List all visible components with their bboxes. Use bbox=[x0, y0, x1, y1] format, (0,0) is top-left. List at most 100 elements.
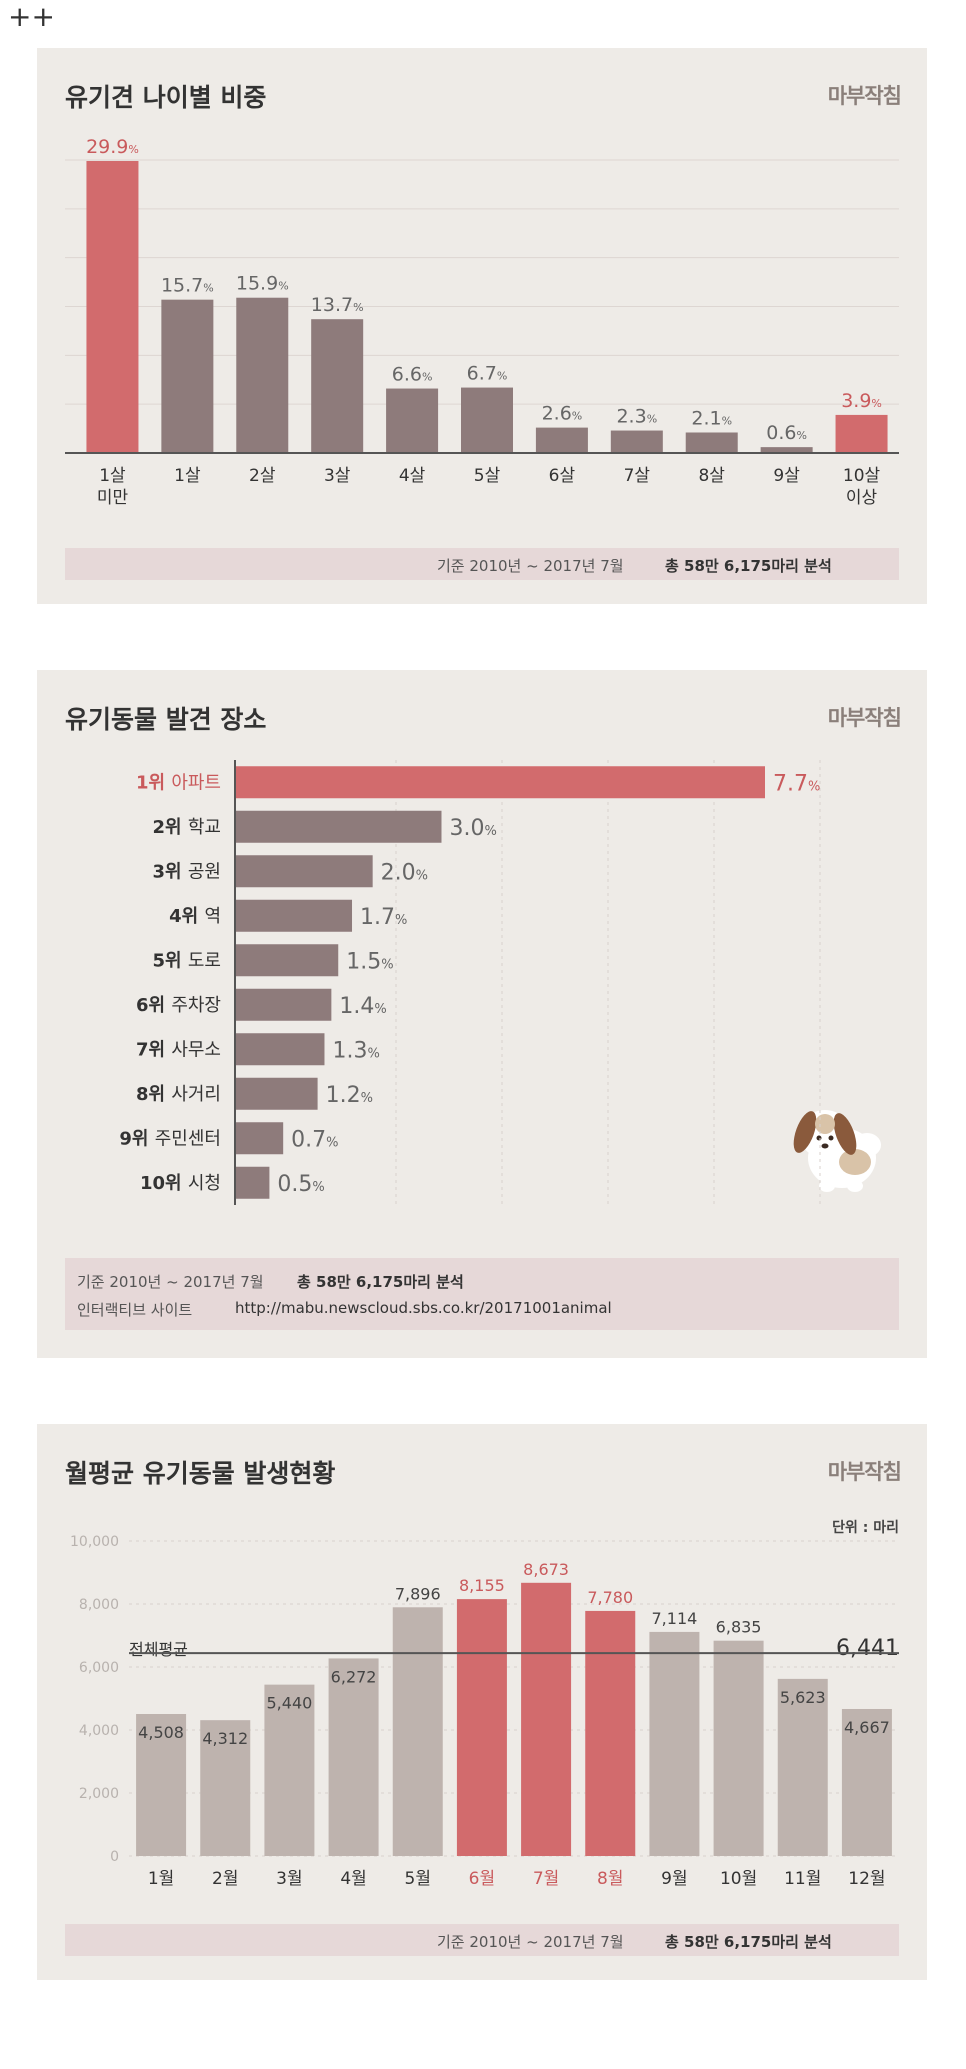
y-tick-label: 10,000 bbox=[70, 1534, 119, 1550]
bar bbox=[713, 1640, 764, 1856]
tick-label: 3살 bbox=[324, 466, 351, 486]
tick-label: 이상 bbox=[846, 488, 878, 508]
data-label: 15.9% bbox=[236, 273, 289, 295]
monthly-bar-chart: 단위 : 마리 전체평균 6,441 0 2,000 4,000 6,000 8,000… bbox=[70, 1519, 899, 1889]
tick-label: 미만 bbox=[97, 488, 129, 508]
data-label: 7,780 bbox=[587, 1588, 633, 1607]
y-tick-label: 8,000 bbox=[79, 1597, 119, 1613]
bar bbox=[236, 297, 289, 453]
tick-label: 10위 시청 bbox=[140, 1173, 221, 1194]
data-label: 4,667 bbox=[844, 1718, 890, 1737]
bar bbox=[136, 1713, 187, 1856]
footer-site-label: 인터랙티브 사이트 bbox=[77, 1301, 193, 1319]
tick-label: 7살 bbox=[624, 466, 651, 486]
tick-label: 11월 bbox=[784, 1869, 821, 1889]
footer-site-url[interactable]: http://mabu.newscloud.sbs.co.kr/20171001… bbox=[235, 1299, 612, 1317]
bar bbox=[235, 855, 373, 888]
average-label: 전체평균 bbox=[129, 1640, 188, 1659]
data-label: 2.0% bbox=[381, 860, 428, 885]
data-label: 3.9% bbox=[841, 390, 882, 412]
tick-label: 9월 bbox=[661, 1869, 687, 1889]
bar bbox=[235, 944, 339, 977]
data-label: 4,312 bbox=[202, 1729, 248, 1748]
bar bbox=[161, 299, 214, 453]
data-label: 7.7% bbox=[773, 771, 820, 796]
y-tick-label: 4,000 bbox=[79, 1723, 119, 1739]
data-label: 15.7% bbox=[161, 275, 214, 297]
tick-label: 9위 주민센터 bbox=[119, 1128, 221, 1149]
bar bbox=[386, 388, 439, 453]
data-label: 1.4% bbox=[339, 994, 386, 1019]
data-label: 6,835 bbox=[716, 1618, 762, 1637]
footer-total: 총 58만 6,175마리 분석 bbox=[665, 557, 832, 575]
tick-label: 6월 bbox=[469, 1869, 495, 1889]
bar bbox=[235, 810, 442, 843]
tick-label: 5살 bbox=[474, 466, 501, 486]
tick-label: 1살 bbox=[99, 466, 126, 486]
monthly-card: 월평균 유기동물 발생현황 마부작침 단위 : 마리 전체평균 6,441 0 2… bbox=[37, 1424, 927, 1980]
bar bbox=[328, 1658, 379, 1856]
bar bbox=[235, 766, 765, 799]
data-label: 13.7% bbox=[311, 294, 364, 316]
tick-label: 7월 bbox=[533, 1869, 559, 1889]
data-label: 2.3% bbox=[616, 406, 657, 428]
tick-label: 1살 bbox=[174, 466, 201, 486]
data-label: 8,673 bbox=[523, 1560, 569, 1579]
brand-logo: 마부작침 bbox=[827, 83, 902, 108]
tick-label: 9살 bbox=[773, 466, 800, 486]
data-label: 6,272 bbox=[331, 1667, 377, 1686]
tick-label: 10월 bbox=[720, 1869, 757, 1889]
bar bbox=[760, 447, 813, 453]
data-label: 29.9% bbox=[86, 136, 139, 158]
bar bbox=[235, 1033, 325, 1066]
tick-label: 3월 bbox=[276, 1869, 302, 1889]
y-tick-label: 6,000 bbox=[79, 1660, 119, 1676]
tick-label: 10살 bbox=[843, 466, 881, 486]
data-label: 7,114 bbox=[652, 1609, 698, 1628]
bar bbox=[235, 1077, 318, 1110]
location-card: 유기동물 발견 장소 마부작침 1위 아파트 7.7% 2위 학교 3.0% 3위 공원… bbox=[37, 670, 927, 1358]
data-label: 0.6% bbox=[766, 422, 807, 444]
brand-logo: 마부작침 bbox=[827, 1459, 902, 1484]
chart-title: 월평균 유기동물 발생현황 bbox=[65, 1459, 336, 1488]
data-label: 1.2% bbox=[326, 1083, 373, 1108]
bar bbox=[311, 319, 364, 453]
chart-title: 유기견 나이별 비중 bbox=[65, 83, 267, 112]
bar bbox=[521, 1582, 572, 1856]
chart-footer: 기준 2010년 ~ 2017년 7월 총 58만 6,175마리 분석 bbox=[65, 548, 899, 580]
chart-footer: 기준 2010년 ~ 2017년 7월 총 58만 6,175마리 분석 bbox=[65, 1924, 899, 1956]
bar bbox=[235, 1166, 270, 1199]
tick-label: 8위 사거리 bbox=[136, 1084, 221, 1105]
bar bbox=[535, 427, 588, 453]
bar bbox=[235, 1122, 284, 1155]
data-label: 2.1% bbox=[691, 407, 732, 429]
data-label: 3.0% bbox=[449, 816, 496, 841]
tick-label: 1월 bbox=[148, 1869, 174, 1889]
tick-label: 8월 bbox=[597, 1869, 623, 1889]
footer-period: 기준 2010년 ~ 2017년 7월 bbox=[77, 1273, 264, 1291]
data-label: 2.6% bbox=[542, 403, 583, 425]
bar bbox=[200, 1720, 251, 1856]
bar bbox=[461, 387, 513, 453]
dog-illustration bbox=[793, 1110, 881, 1192]
tick-label: 2살 bbox=[249, 466, 276, 486]
bar bbox=[835, 414, 888, 453]
bar bbox=[456, 1599, 507, 1856]
bar bbox=[264, 1684, 315, 1856]
data-label: 0.7% bbox=[291, 1127, 338, 1152]
bar bbox=[685, 432, 738, 453]
bar bbox=[392, 1607, 443, 1856]
average-value: 6,441 bbox=[836, 1636, 899, 1661]
bar bbox=[610, 430, 663, 453]
data-label: 5,623 bbox=[780, 1688, 826, 1707]
tick-label: 6위 주차장 bbox=[136, 995, 221, 1016]
y-tick-label: 0 bbox=[110, 1849, 119, 1865]
tick-label: 2월 bbox=[212, 1869, 238, 1889]
footer-total: 총 58만 6,175마리 분석 bbox=[665, 1933, 832, 1951]
age-distribution-card: 유기견 나이별 비중 마부작침 29.9% 1살 미만 15.7% 1살 15.9% 2살 1… bbox=[37, 48, 927, 604]
data-label: 1.5% bbox=[346, 949, 393, 974]
bar bbox=[649, 1631, 700, 1856]
unit-label: 단위 : 마리 bbox=[832, 1519, 899, 1536]
bar bbox=[841, 1708, 892, 1856]
